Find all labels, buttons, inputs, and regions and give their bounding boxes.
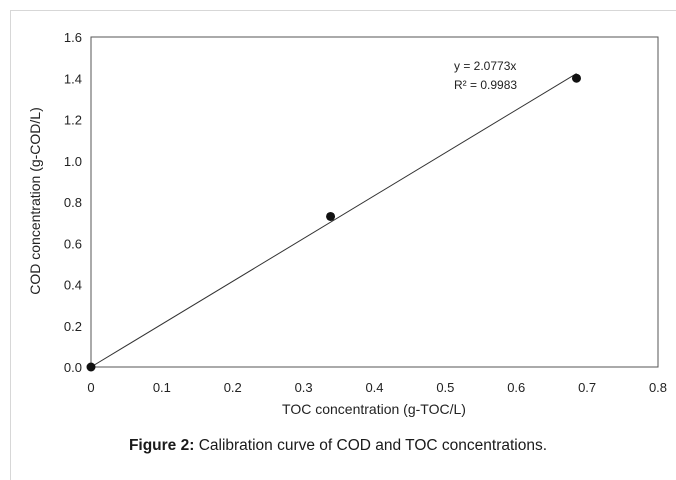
trendline-r-squared: R² = 0.9983 — [454, 78, 517, 92]
data-points — [86, 73, 581, 372]
data-point — [86, 362, 96, 372]
y-tick-label: 0.6 — [64, 236, 82, 251]
y-tick-label: 1.6 — [64, 30, 82, 45]
figure-frame — [10, 10, 676, 480]
data-point — [326, 211, 336, 221]
x-tick-label: 0.2 — [224, 380, 242, 395]
x-tick-label: 0.5 — [436, 380, 454, 395]
y-axis-label: COD concentration (g-COD/L) — [27, 107, 43, 295]
calibration-chart: 0 0.1 0.2 0.3 0.4 0.5 0.6 0.7 0.8 0.0 0.2 0.4 0.6 0.8… — [27, 30, 667, 417]
x-tick-label: 0.1 — [153, 380, 171, 395]
caption-label: Figure 2: — [128, 437, 195, 454]
trendline-equation: y = 2.0773x — [454, 59, 516, 73]
y-tick-label: 0.0 — [64, 360, 82, 375]
caption-text: Calibration curve of COD and TOC concent… — [194, 437, 548, 454]
x-tick-label: 0.7 — [578, 380, 596, 395]
x-tick-label: 0 — [87, 380, 94, 395]
figure-caption: Figure 2: Calibration curve of COD and T… — [0, 437, 676, 455]
trendline-layer — [90, 73, 577, 368]
y-tick-label: 0.4 — [64, 278, 82, 293]
x-tick-label: 0.4 — [365, 380, 383, 395]
x-axis-label: TOC concentration (g-TOC/L) — [282, 401, 466, 417]
y-tick-label: 1.2 — [64, 113, 82, 128]
axes — [90, 36, 659, 368]
x-tick-label: 0.6 — [507, 380, 525, 395]
x-tick-label: 0.3 — [295, 380, 313, 395]
y-tick-label: 1.4 — [64, 71, 82, 86]
data-point — [571, 73, 581, 83]
y-tick-label: 0.8 — [64, 195, 82, 210]
plot-area-border — [90, 36, 659, 368]
x-tick-label: 0.8 — [649, 380, 667, 395]
tick-labels: 0 0.1 0.2 0.3 0.4 0.5 0.6 0.7 0.8 0.0 0.2 0.4 0.6 0.8… — [64, 30, 667, 395]
trendline — [90, 73, 577, 368]
y-tick-label: 0.2 — [64, 319, 82, 334]
y-tick-label: 1.0 — [64, 154, 82, 169]
